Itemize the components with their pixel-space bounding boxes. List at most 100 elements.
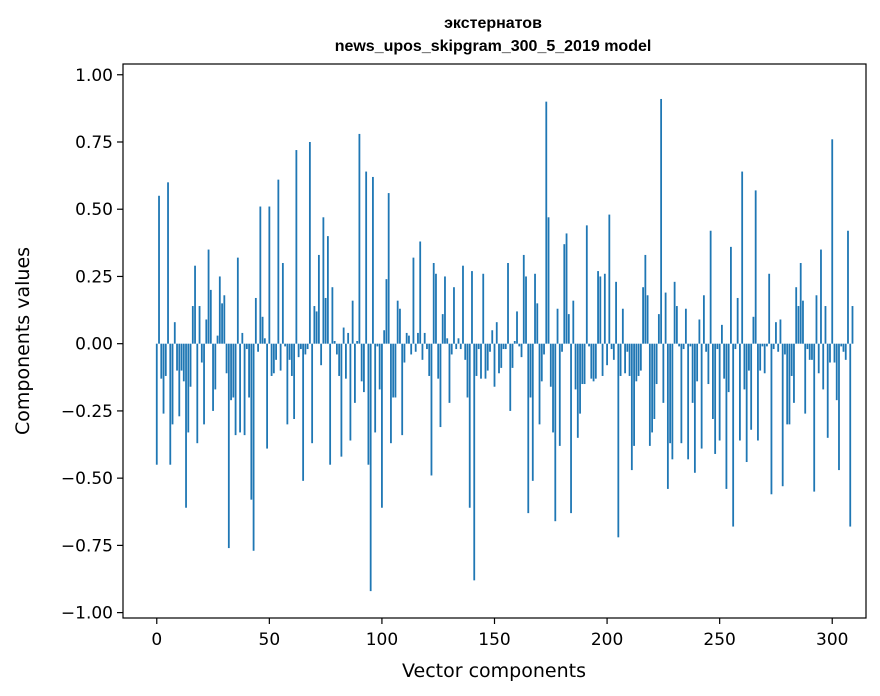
- bar-241: [698, 319, 701, 344]
- bar-61: [293, 343, 296, 419]
- bar-91: [360, 343, 363, 382]
- bar-122: [430, 343, 433, 476]
- bar-233: [680, 343, 683, 444]
- bar-270: [763, 343, 766, 374]
- bar-247: [712, 343, 714, 419]
- bar-87: [351, 300, 354, 344]
- bar-136: [462, 265, 464, 344]
- bar-49: [266, 343, 268, 449]
- y-axis-label: Components values: [12, 247, 34, 435]
- bar-64: [299, 343, 302, 350]
- bar-23: [207, 249, 210, 344]
- bar-196: [597, 271, 599, 344]
- bar-236: [687, 343, 690, 460]
- bar-38: [241, 332, 244, 344]
- bar-76: [326, 236, 329, 344]
- bar-155: [504, 343, 507, 350]
- bar-164: [525, 276, 527, 344]
- bar-237: [689, 343, 692, 347]
- bar-62: [295, 150, 298, 344]
- bar-99: [378, 343, 381, 390]
- bar-167: [531, 343, 534, 481]
- bar-110: [403, 343, 406, 363]
- bar-142: [475, 343, 478, 376]
- bar-25: [212, 343, 214, 411]
- bar-262: [745, 343, 748, 463]
- bar-222: [655, 343, 658, 385]
- bar-231: [675, 306, 678, 344]
- bar-225: [662, 343, 665, 403]
- bar-181: [563, 244, 566, 344]
- bar-73: [320, 343, 323, 366]
- bar-65: [302, 343, 305, 481]
- bar-141: [473, 343, 476, 581]
- bar-243: [702, 295, 705, 344]
- bar-78: [331, 287, 334, 344]
- x-tick-label: 300: [816, 630, 848, 650]
- bar-46: [259, 206, 262, 344]
- bar-135: [459, 343, 462, 350]
- bar-281: [788, 343, 791, 425]
- bar-224: [660, 98, 663, 344]
- bar-169: [536, 303, 539, 344]
- bar-308: [849, 343, 852, 527]
- bar-288: [804, 343, 807, 414]
- bar-175: [549, 343, 552, 387]
- bar-301: [833, 343, 836, 363]
- bar-275: [775, 322, 777, 344]
- bar-152: [498, 343, 500, 374]
- bar-159: [513, 341, 516, 344]
- bar-13: [185, 343, 187, 508]
- bar-80: [335, 343, 338, 355]
- bar-68: [308, 141, 311, 344]
- bar-43: [252, 343, 255, 551]
- bar-82: [340, 343, 343, 457]
- bar-117: [419, 241, 422, 344]
- bar-112: [408, 335, 410, 344]
- bar-19: [198, 306, 201, 344]
- bar-118: [421, 343, 424, 360]
- bar-111: [405, 332, 408, 344]
- bar-304: [840, 343, 843, 347]
- bar-298: [826, 343, 829, 438]
- bar-187: [576, 343, 579, 438]
- bar-286: [799, 263, 802, 344]
- bar-42: [250, 343, 253, 500]
- bar-97: [374, 343, 377, 433]
- bar-4: [164, 343, 167, 376]
- bar-182: [565, 233, 568, 344]
- bar-289: [806, 343, 809, 350]
- bar-256: [732, 343, 735, 527]
- bar-165: [527, 343, 530, 514]
- bar-15: [189, 343, 192, 387]
- bar-54: [277, 179, 280, 344]
- bar-191: [585, 225, 588, 344]
- bar-273: [770, 343, 773, 495]
- bar-178: [556, 308, 559, 344]
- bar-249: [716, 343, 719, 350]
- bar-128: [444, 276, 446, 344]
- y-tick-label: 0.50: [75, 200, 113, 220]
- bar-109: [401, 343, 404, 436]
- bar-185: [572, 300, 575, 344]
- bar-75: [324, 297, 327, 344]
- bar-32: [227, 343, 230, 549]
- bar-283: [793, 343, 795, 403]
- bar-287: [802, 300, 804, 344]
- bar-248: [714, 343, 717, 454]
- bar-106: [394, 343, 397, 398]
- bar-63: [297, 343, 300, 358]
- bar-267: [757, 343, 759, 441]
- bar-44: [254, 297, 257, 344]
- bar-130: [448, 343, 451, 403]
- bar-230: [673, 281, 676, 344]
- bar-303: [838, 343, 840, 471]
- x-tick-label: 200: [591, 630, 623, 650]
- bar-134: [457, 338, 460, 344]
- bar-228: [669, 343, 672, 444]
- bar-133: [455, 343, 458, 350]
- bar-205: [617, 343, 620, 538]
- bar-101: [383, 330, 386, 344]
- bar-220: [651, 343, 654, 433]
- bar-56: [281, 263, 284, 344]
